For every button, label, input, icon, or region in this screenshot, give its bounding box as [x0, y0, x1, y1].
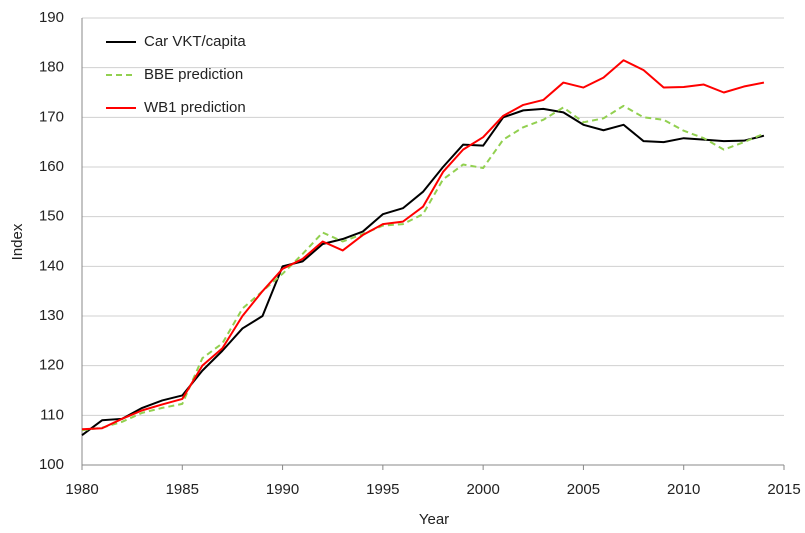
series-line	[81, 59, 765, 431]
y-tick-label: 120	[39, 357, 64, 374]
y-axis-label: Index	[9, 223, 26, 260]
x-tick-label: 1995	[366, 481, 399, 498]
y-tick-label: 100	[39, 456, 64, 473]
x-tick-label: 2005	[567, 481, 600, 498]
x-tick-label: 1990	[266, 481, 299, 498]
series-line	[81, 104, 765, 432]
y-tick-label: 190	[39, 9, 64, 26]
legend-label: WB1 prediction	[144, 99, 246, 116]
y-tick-label: 110	[40, 406, 64, 423]
y-tick-label: 160	[39, 158, 64, 175]
y-tick-label: 180	[39, 59, 64, 76]
legend-label: BBE prediction	[144, 66, 243, 83]
y-tick-label: 140	[39, 257, 64, 274]
x-tick-label: 2010	[667, 481, 700, 498]
y-tick-label: 170	[39, 108, 64, 125]
x-tick-label: 2015	[767, 481, 800, 498]
x-tick-label: 1980	[65, 481, 98, 498]
x-axis-label: Year	[419, 511, 449, 528]
x-tick-label: 1985	[166, 481, 199, 498]
legend-label: Car VKT/capita	[144, 33, 246, 50]
x-tick-label: 2000	[466, 481, 499, 498]
series-line	[81, 107, 765, 437]
y-tick-label: 130	[39, 307, 64, 324]
y-tick-label: 150	[39, 208, 64, 225]
